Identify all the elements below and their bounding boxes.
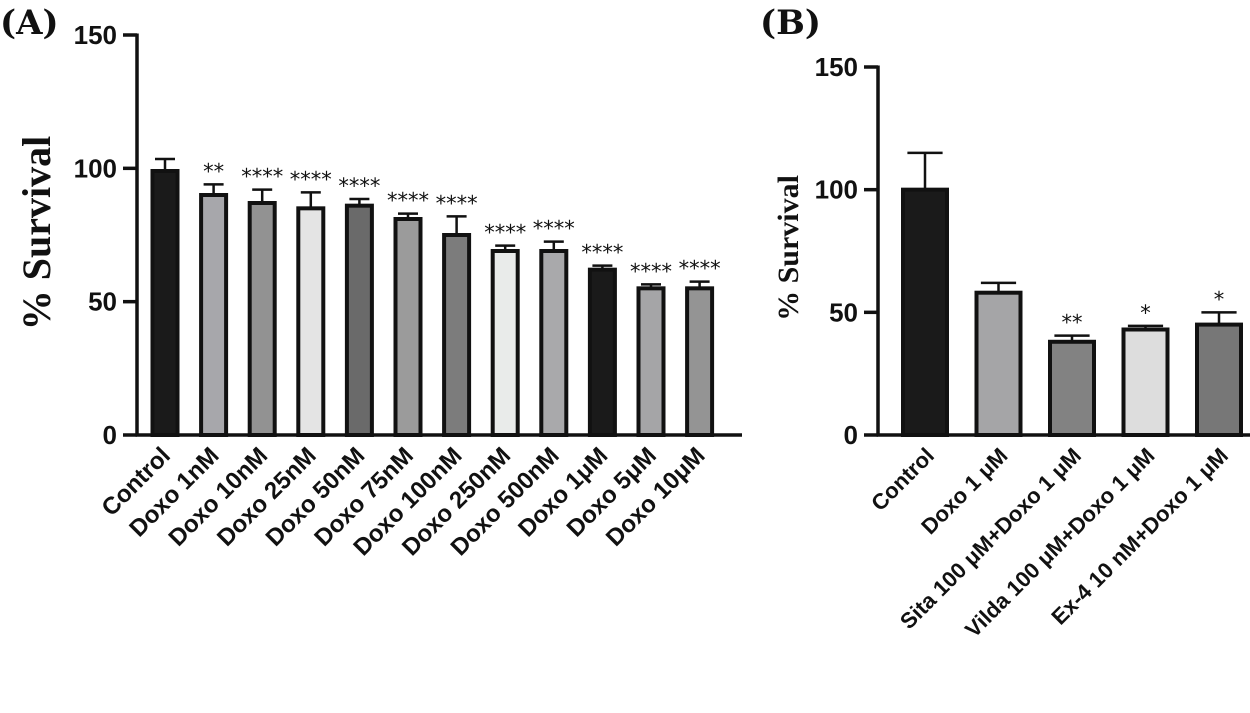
chart-a-significance: **** [533, 217, 575, 241]
chart-b-significance: * [1140, 301, 1151, 325]
chart-a-bar [587, 267, 617, 437]
chart-b-y-axis-label: % Survival [772, 175, 805, 321]
chart-a-bar [344, 203, 374, 437]
chart-b-bar [1195, 322, 1243, 438]
chart-b-y-tick-label: 100 [815, 175, 858, 205]
chart-a-bar [247, 201, 277, 437]
chart-a-significance: **** [679, 257, 721, 281]
chart-b-significance: ** [1062, 311, 1083, 335]
chart-a-bar [150, 169, 180, 437]
chart-a-y-tick-label: 50 [88, 287, 117, 317]
chart-a-bar [539, 249, 569, 437]
chart-a-bar [199, 193, 229, 437]
chart-b-y-tick-label: 0 [844, 420, 858, 450]
chart-a-significance: **** [484, 221, 526, 245]
chart-a-error-bar [252, 188, 273, 203]
chart-b-category-label: Control [866, 443, 939, 516]
chart-a-significance: **** [338, 174, 380, 198]
chart-a-significance: ** [203, 159, 224, 183]
chart-a-significance: **** [241, 165, 283, 189]
chart-a-y-axis-label: % Survival [14, 136, 59, 330]
panel-b-letter: (B) [760, 3, 821, 43]
chart-a-significance: **** [387, 189, 429, 213]
chart-b-y-tick-label: 150 [815, 52, 858, 82]
chart-b-bar [1121, 327, 1170, 437]
chart-a-error-bar [300, 191, 321, 209]
chart-a-significance: **** [436, 191, 478, 215]
chart-b-error-bar [1201, 311, 1237, 325]
chart-b-y-tick-label: 50 [829, 297, 858, 327]
chart-a-significance: **** [581, 241, 623, 265]
panel-a-letter: (A) [0, 3, 59, 43]
chart-a-bar [296, 206, 326, 437]
chart-a-bar [442, 233, 472, 437]
chart-a-bar [636, 286, 666, 438]
chart-a-y-tick-label: 0 [103, 420, 117, 450]
chart-a-bar [490, 249, 520, 437]
chart-a-y-tick-label: 150 [74, 20, 117, 50]
chart-a-y-tick-label: 100 [74, 153, 117, 183]
chart-a-significance: **** [290, 167, 332, 191]
chart-b-significance: * [1214, 287, 1225, 311]
chart-a-bar [685, 286, 715, 438]
chart-a-bar [393, 217, 423, 437]
chart-b-error-bar [907, 151, 943, 190]
chart-b-bar [974, 290, 1023, 437]
chart-b-bar [901, 187, 949, 437]
chart-a-error-bar [446, 215, 467, 235]
chart-b-bar [1048, 339, 1096, 438]
chart-a-significance: **** [630, 259, 672, 283]
